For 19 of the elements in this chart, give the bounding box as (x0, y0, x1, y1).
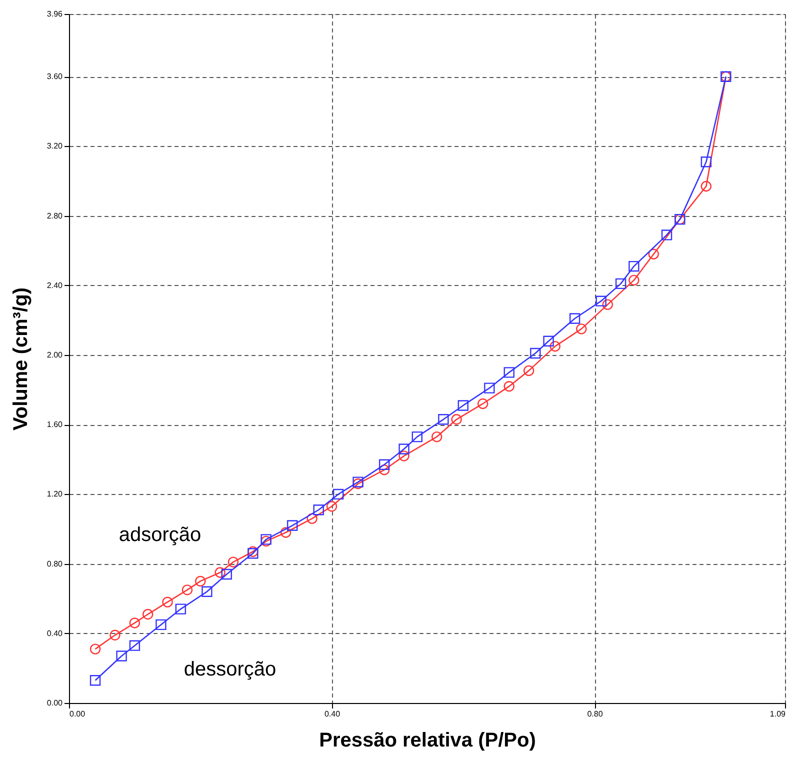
x-tick-label: 0.80 (587, 710, 604, 718)
y-tick-label: 3.20 (46, 142, 64, 151)
y-tick-label: 3.60 (46, 72, 64, 82)
x-tick-label: 1.09 (770, 710, 786, 718)
y-tick-label: 0.40 (46, 628, 64, 638)
x-axis-title: Pressão relativa (P/Po) (319, 730, 536, 752)
y-tick-label: 1.60 (46, 420, 64, 430)
y-tick-label: 2.40 (46, 280, 64, 290)
y-axis-title: Volume (cm³/g) (10, 288, 32, 430)
annotation: adsorção (118, 524, 202, 546)
y-tick-label: 0.00 (46, 698, 64, 708)
x-tick-label: 0.40 (324, 710, 341, 718)
y-tick-label: 0.80 (46, 559, 64, 568)
y-tick-label: 1.20 (46, 490, 64, 499)
y-tick-label: 2.00 (46, 350, 64, 360)
annotation: dessorção (184, 658, 276, 680)
y-tick-label: 2.80 (46, 211, 64, 220)
x-tick-label: 0.00 (70, 710, 86, 718)
y-tick-label: 3.96 (46, 10, 64, 18)
